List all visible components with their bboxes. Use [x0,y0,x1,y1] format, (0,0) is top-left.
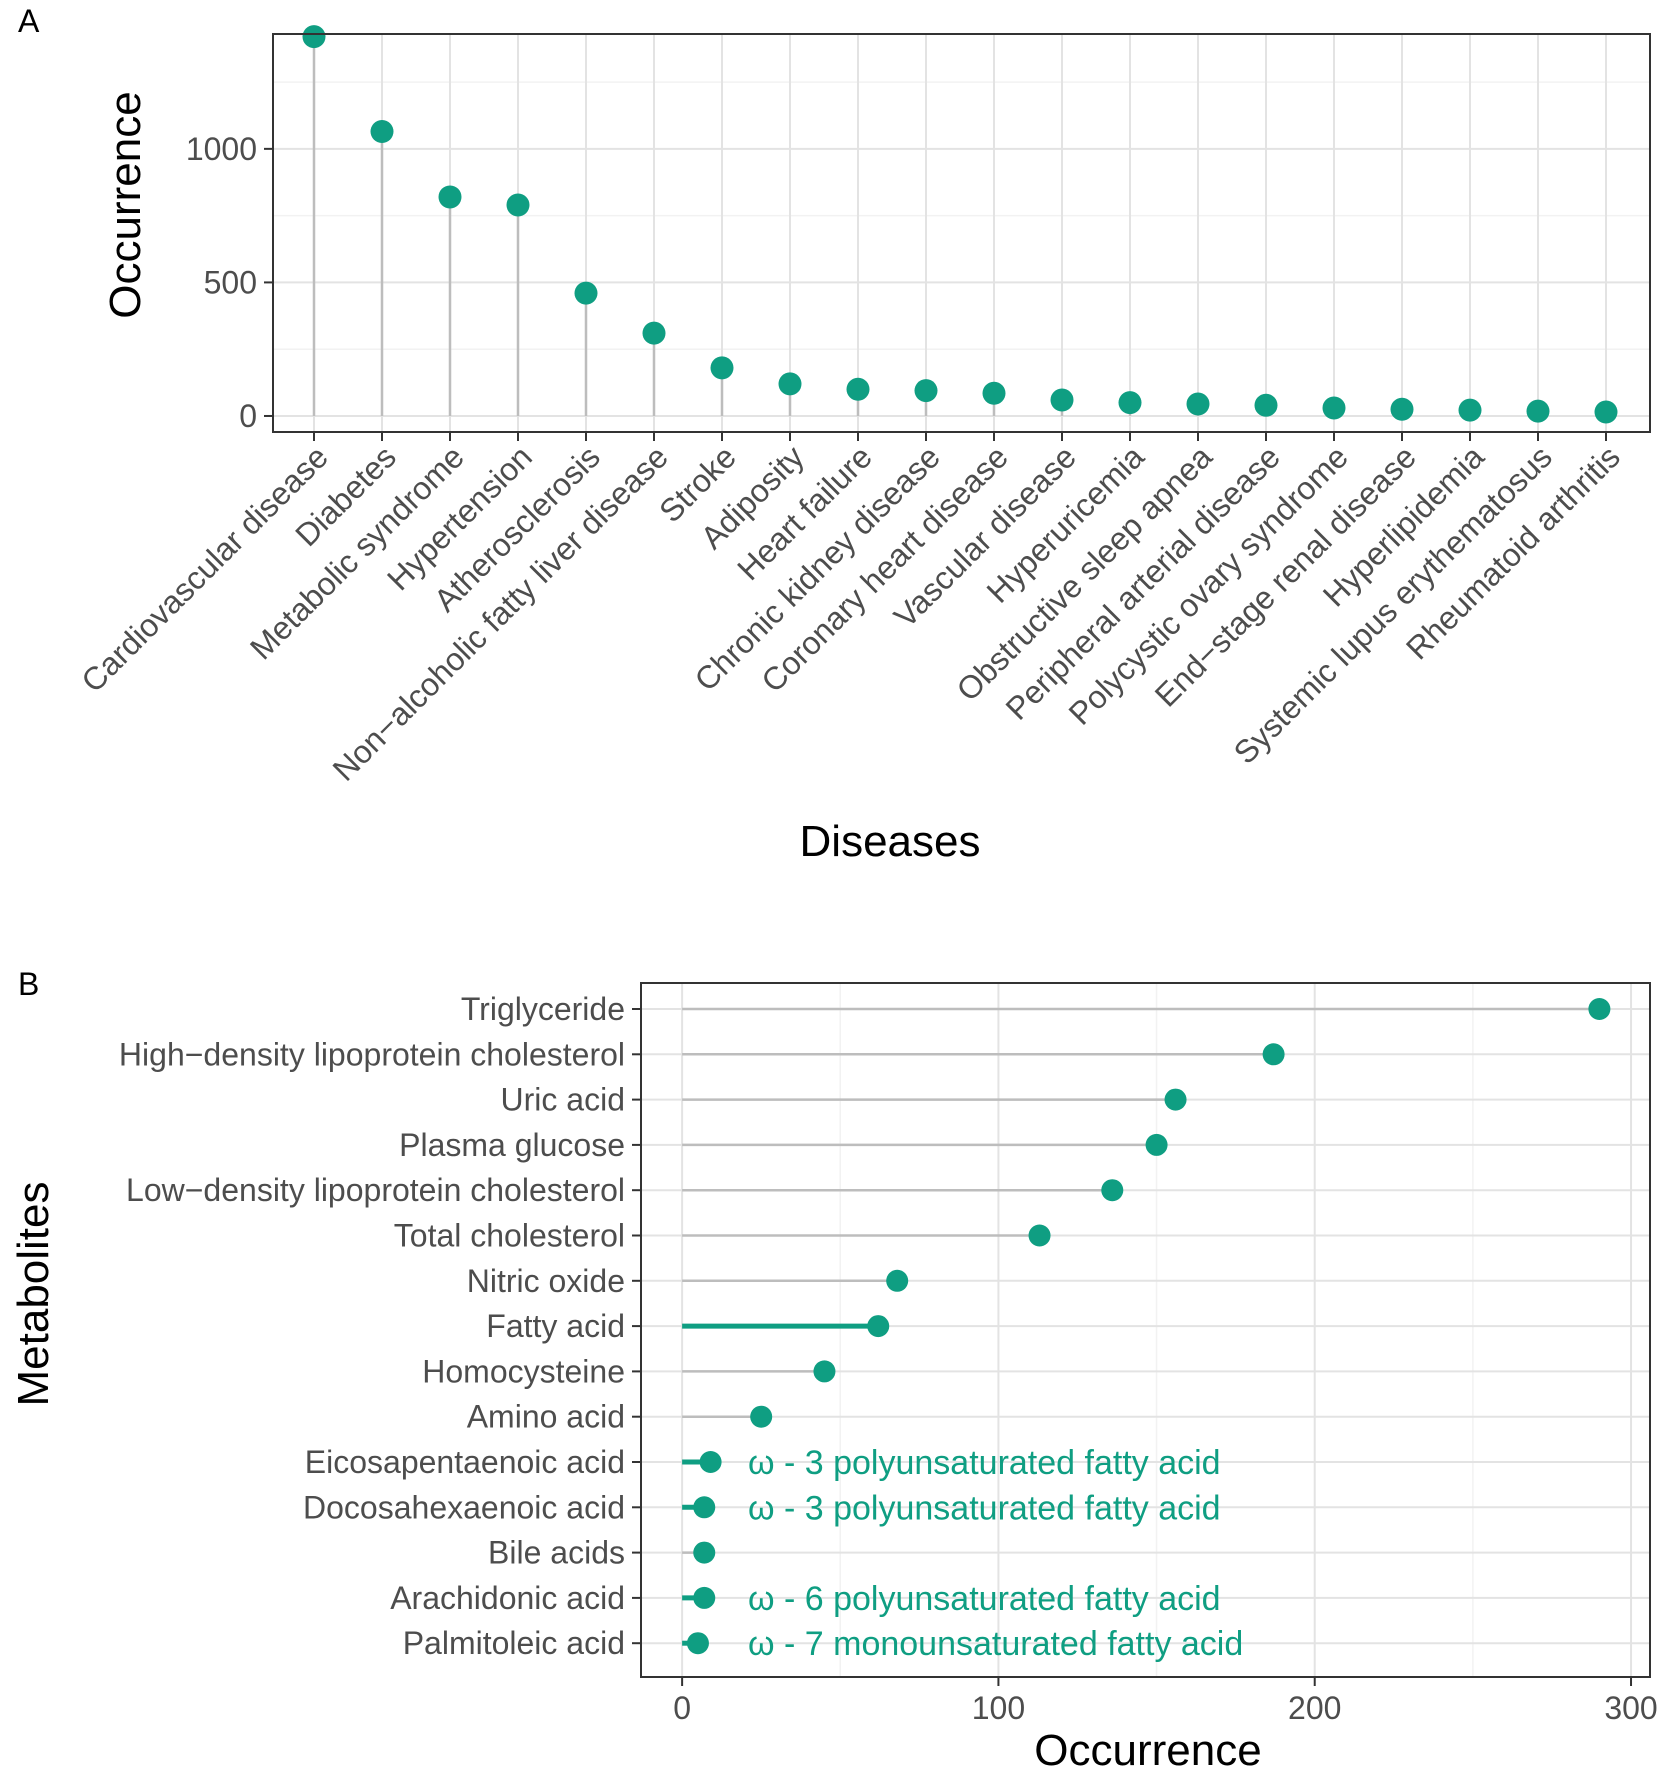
panel-a-point [574,281,598,305]
panel-b-point [1262,1043,1285,1066]
panel-b-annotation: ω - 6 polyunsaturated fatty acid [748,1580,1221,1618]
panel-b-x-tick-label: 0 [673,1690,691,1726]
panel-b-y-tick-label: Low−density lipoprotein cholesterol [126,1172,625,1208]
panel-b-point [693,1586,716,1609]
panel-b-x-tick-label: 100 [972,1690,1025,1726]
panel-b-y-tick-label: Palmitoleic acid [403,1625,625,1661]
panel-b-y-tick-label: Nitric oxide [467,1263,625,1299]
panel-a-point [1458,398,1482,422]
panel-b-y-tick-label: Docosahexaenoic acid [303,1489,625,1525]
panel-a-point [1186,392,1210,416]
panel-b-y-tick-label: High−density lipoprotein cholesterol [119,1036,625,1072]
panel-b-point [1028,1224,1051,1247]
panel-b-point [693,1541,716,1564]
panel-b-x-axis-title: Occurrence [1034,1726,1261,1772]
panel-b-point [750,1405,773,1428]
panel-a-point [1526,399,1550,423]
panel-a-point [1322,396,1346,420]
panel-b-annotation: ω - 7 monounsaturated fatty acid [748,1625,1243,1663]
panel-a-point [642,321,666,345]
panel-a-point [846,377,870,401]
panel-a-point [302,25,326,49]
panel-b-point [886,1269,909,1292]
panel-b-annotations: ω - 3 polyunsaturated fatty acid ω - 3 po… [748,1444,1243,1663]
panel-b-y-tick-label: Uric acid [501,1082,625,1118]
panel-a-x-axis-title: Diseases [800,817,981,866]
panel-b-point [686,1632,709,1655]
panel-b-point [867,1315,890,1338]
panel-a-point [370,119,394,143]
panel-a-y-ticks: 0 500 1000 [186,131,273,434]
panel-b-point [813,1360,836,1383]
panel-a-point [710,356,734,380]
panel-a-y-axis-title: Occurrence [101,91,150,318]
panel-a-stems [312,36,1608,416]
panel-a-label: A [18,3,40,39]
panel-b-y-tick-label: Triglyceride [461,991,625,1027]
panel-b-y-tick-label: Fatty acid [486,1308,625,1344]
panel-a-border [272,33,1651,433]
panel-a-point [982,381,1006,405]
panel-a-y-tick-label: 0 [239,398,257,434]
panel-a-y-tick-label: 1000 [186,131,257,167]
panel-a-point [778,372,802,396]
panel-b-y-axis-title: Metabolites [9,1181,58,1406]
panel-b-annotation: ω - 3 polyunsaturated fatty acid [748,1444,1221,1482]
panel-a-point [914,379,938,403]
panel-b-point [693,1496,716,1519]
panel-b-y-tick-label: Bile acids [488,1535,625,1571]
panel-b-x-tick-label: 200 [1288,1690,1341,1726]
panel-b-point [699,1451,722,1473]
panel-b-label: B [18,966,39,1002]
panel-b-point [1101,1179,1124,1202]
panel-a-point [438,185,462,209]
panel-a-point [506,193,530,217]
panel-b-border [640,982,1651,1678]
panel-b-y-tick-label: Plasma glucose [399,1127,625,1163]
panel-b-point [1145,1133,1168,1156]
panel-a-point [1594,400,1618,424]
panel-a-point [1254,393,1278,417]
panel-a-point [1118,391,1142,415]
panel-b-y-tick-label: Total cholesterol [394,1218,625,1254]
panel-b-x-tick-label: 300 [1604,1690,1657,1726]
panel-b-point [1164,1088,1187,1111]
panel-b-points [686,998,1611,1655]
panel-a-points [302,25,1618,424]
panel-a-y-tick-label: 500 [204,264,257,300]
panel-b-x-ticks: 0 100 200 300 [673,1677,1658,1726]
panel-b-point [1588,998,1611,1020]
panel-b-y-ticks: Triglyceride High−density lipoprotein cho… [119,991,641,1661]
panel-b-y-tick-label: Amino acid [467,1399,625,1435]
panel-b-y-tick-label: Homocysteine [422,1353,625,1389]
panel-a-point [1050,388,1074,412]
panel-b-annotation: ω - 3 polyunsaturated fatty acid [748,1489,1221,1527]
panel-a-point [1390,397,1414,421]
panel-b-y-tick-label: Eicosapentaenoic acid [305,1444,625,1480]
panel-b-y-tick-label: Arachidonic acid [390,1580,625,1616]
